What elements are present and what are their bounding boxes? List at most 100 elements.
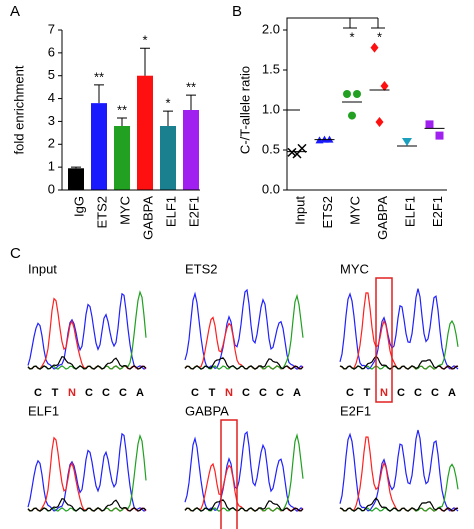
bar xyxy=(160,126,176,190)
base-call: A xyxy=(136,387,144,399)
chromatogram-title: Input xyxy=(28,261,57,276)
panel-label: A xyxy=(10,3,20,20)
x-tick-label: GABPA xyxy=(140,196,155,240)
base-call: C xyxy=(119,387,127,399)
base-call: C xyxy=(414,387,422,399)
error-bar xyxy=(140,47,150,76)
y-tick-label: 3 xyxy=(48,113,55,128)
chromatogram-title: GABPA xyxy=(185,403,229,418)
y-tick-label: 0.5 xyxy=(262,141,280,156)
y-axis-label: fold enrichment xyxy=(11,65,26,154)
trace xyxy=(27,356,147,370)
significance-label: * xyxy=(377,29,382,44)
x-tick-label: ELF1 xyxy=(402,196,417,227)
significance-label: ** xyxy=(94,69,104,84)
base-call: C xyxy=(397,387,405,399)
bar xyxy=(114,126,130,190)
point xyxy=(353,90,361,98)
trace xyxy=(184,462,304,512)
trace xyxy=(184,433,304,512)
trace xyxy=(339,429,459,512)
base-call: C xyxy=(191,387,199,399)
x-tick-label: ELF1 xyxy=(163,196,178,227)
error-bar xyxy=(163,110,173,126)
significance-label: ** xyxy=(186,80,196,95)
base-call: N xyxy=(225,387,233,399)
y-tick-label: 7 xyxy=(48,21,55,36)
x-tick-label: E2F1 xyxy=(186,196,201,227)
y-tick-label: 4 xyxy=(48,90,55,105)
error-bar xyxy=(117,117,127,126)
variant-box xyxy=(375,277,393,403)
x-tick-label: ETS2 xyxy=(94,196,109,229)
x-tick-label: MYC xyxy=(347,196,362,225)
point xyxy=(370,42,379,53)
base-call: T xyxy=(364,387,371,399)
base-call: N xyxy=(68,387,76,399)
significance-label: * xyxy=(349,29,354,44)
x-tick-label: E2F1 xyxy=(430,196,445,227)
base-call: N xyxy=(380,387,388,399)
trace xyxy=(339,288,459,370)
significance-label: ** xyxy=(117,102,127,117)
chromatogram-title: ETS2 xyxy=(185,261,218,276)
error-bar xyxy=(186,94,196,110)
trace xyxy=(184,357,304,370)
significance-label: * xyxy=(142,33,147,48)
point xyxy=(402,138,412,146)
base-call: T xyxy=(209,387,216,399)
base-call: C xyxy=(259,387,267,399)
significance-label: * xyxy=(165,96,170,111)
trace xyxy=(184,293,304,370)
error-bar xyxy=(71,166,81,169)
bar xyxy=(137,75,153,190)
base-call: C xyxy=(276,387,284,399)
chromatogram-title: ELF1 xyxy=(28,403,59,418)
y-axis-label: C-/T-allele ratio xyxy=(237,66,252,154)
point xyxy=(375,117,384,127)
y-tick-label: 0 xyxy=(48,181,55,196)
y-tick-label: 2.0 xyxy=(262,21,280,36)
bar xyxy=(183,110,199,190)
point xyxy=(343,90,351,98)
trace xyxy=(27,498,147,512)
y-tick-label: 1.0 xyxy=(262,101,280,116)
base-call: C xyxy=(431,387,439,399)
trace xyxy=(184,430,304,512)
chromatogram-title: E2F1 xyxy=(340,403,371,418)
point xyxy=(348,111,356,120)
base-call: A xyxy=(293,387,301,399)
trace xyxy=(339,497,459,512)
point xyxy=(287,147,297,157)
point xyxy=(435,131,444,140)
x-tick-label: IgG xyxy=(71,196,86,217)
base-call: C xyxy=(346,387,354,399)
panel-label: B xyxy=(232,3,242,20)
x-tick-label: ETS2 xyxy=(320,196,335,229)
trace xyxy=(184,288,304,370)
bar xyxy=(91,103,107,190)
base-call: C xyxy=(85,387,93,399)
x-tick-label: MYC xyxy=(117,196,132,225)
y-tick-label: 6 xyxy=(48,44,55,59)
y-tick-label: 0.0 xyxy=(262,181,280,196)
base-call: A xyxy=(448,387,456,399)
x-tick-label: Input xyxy=(292,196,307,225)
comparison-bracket xyxy=(286,17,385,111)
y-tick-label: 1.5 xyxy=(262,61,280,76)
panel-label: C xyxy=(10,245,21,262)
point xyxy=(380,81,389,91)
y-tick-label: 2 xyxy=(48,136,55,151)
variant-box xyxy=(220,419,238,529)
bar xyxy=(68,168,84,190)
chromatogram-title: MYC xyxy=(340,261,369,276)
base-call: C xyxy=(102,387,110,399)
trace xyxy=(27,292,147,370)
trace xyxy=(339,355,459,370)
y-tick-label: 5 xyxy=(48,67,55,82)
base-call: C xyxy=(34,387,42,399)
trace xyxy=(27,432,147,512)
trace xyxy=(184,499,304,512)
